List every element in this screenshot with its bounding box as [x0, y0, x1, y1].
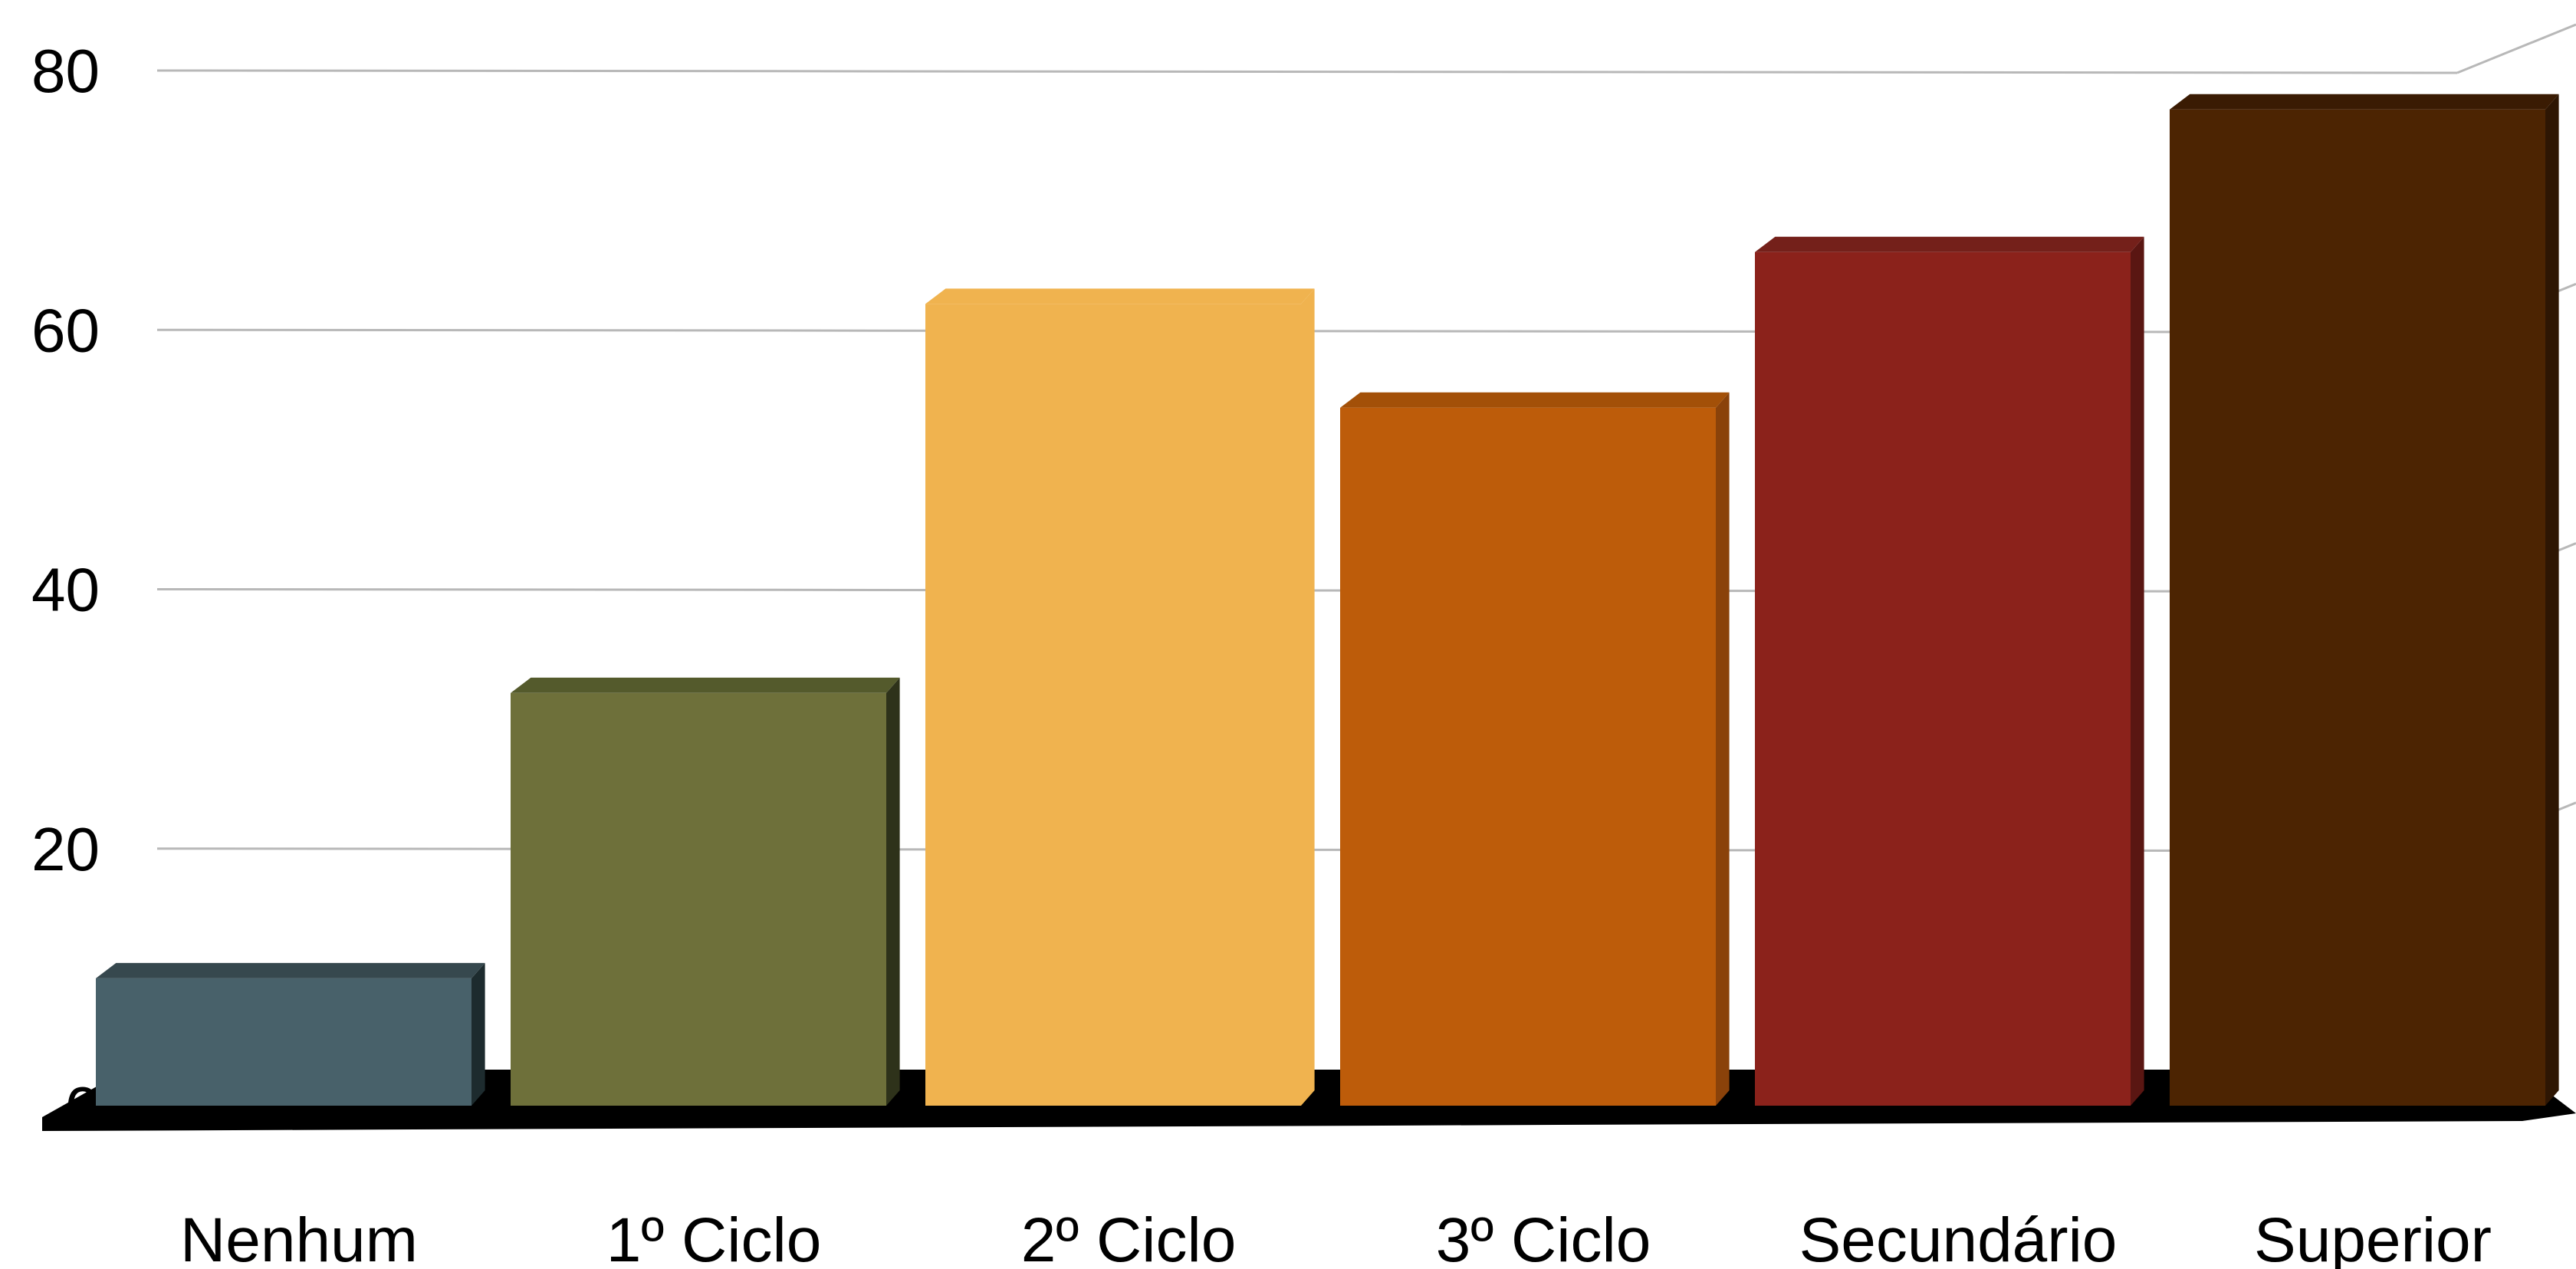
bar-front	[96, 978, 472, 1106]
y-tick-label: 80	[31, 37, 100, 105]
x-category-label: Secundário	[1799, 1205, 2118, 1269]
y-tick-label: 40	[31, 556, 100, 624]
bar-5	[1755, 236, 2144, 1106]
bar-top	[1755, 236, 2144, 252]
bars	[96, 94, 2559, 1106]
bar-3	[925, 288, 1315, 1106]
gridline	[156, 69, 2458, 74]
bar-side	[1716, 392, 1730, 1106]
gridline-depth	[2456, 23, 2576, 74]
bar-side	[1301, 288, 1315, 1106]
bar-front	[511, 692, 886, 1106]
x-category-label: Superior	[2254, 1205, 2492, 1269]
y-tick-label: 20	[31, 815, 100, 883]
bar-2	[511, 677, 900, 1106]
x-category-label: 1º Ciclo	[606, 1205, 822, 1269]
x-axis-categories: Nenhum 1º Ciclo 2º Ciclo 3º Ciclo Secundário…	[180, 1205, 2492, 1269]
y-axis-ticks: 0 20 40 60 80	[31, 37, 100, 1142]
bar-side	[2545, 94, 2559, 1106]
y-tick-label: 0	[66, 1074, 100, 1142]
bar-front	[1755, 251, 2131, 1106]
bar-side	[886, 677, 900, 1106]
bar-top	[511, 677, 900, 693]
x-category-label: Nenhum	[180, 1205, 418, 1269]
bar-front	[925, 304, 1301, 1106]
bar-1	[96, 962, 485, 1106]
bar-top	[925, 288, 1315, 304]
bar-4	[1340, 392, 1730, 1106]
x-category-label: 3º Ciclo	[1436, 1205, 1651, 1269]
x-category-label: 2º Ciclo	[1021, 1205, 1237, 1269]
bar-top	[2170, 94, 2559, 110]
bar-front	[1340, 407, 1716, 1106]
bar-front	[2170, 109, 2545, 1106]
bar-top	[1340, 392, 1730, 408]
y-tick-label: 60	[31, 296, 100, 364]
bar-6	[2170, 94, 2559, 1106]
bar-side	[472, 962, 485, 1106]
bar-top	[96, 962, 485, 978]
bar-side	[2131, 236, 2144, 1106]
